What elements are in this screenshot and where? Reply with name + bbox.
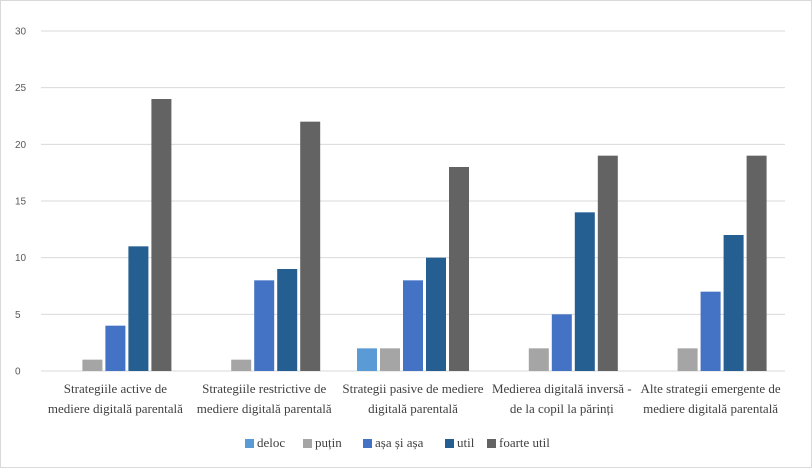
bar-3-3 [574, 212, 595, 371]
bar-1-0 [82, 359, 103, 371]
bar-2-3 [551, 314, 572, 371]
bar-3-0 [128, 246, 149, 371]
bar-4-4 [746, 155, 767, 371]
y-tick-label: 0 [15, 367, 21, 378]
category-label: de la copil la părinți [510, 401, 614, 416]
bar-3-1 [277, 269, 298, 371]
legend-swatch [445, 439, 454, 448]
legend-label: puțin [315, 435, 342, 450]
y-tick-label: 30 [15, 27, 27, 38]
bar-4-0 [151, 99, 172, 371]
bar-3-4 [723, 235, 744, 371]
bar-1-4 [677, 348, 698, 371]
legend-label: deloc [257, 435, 285, 450]
y-tick-label: 25 [15, 83, 27, 94]
legend-swatch [245, 439, 254, 448]
category-label: Strategiile active de [64, 381, 167, 396]
bar-4-1 [300, 121, 321, 372]
legend-swatch [363, 439, 372, 448]
bar-1-2 [380, 348, 400, 371]
category-label: Strategiile restrictive de [202, 381, 326, 396]
bar-0-2 [357, 348, 377, 371]
y-tick-label: 20 [15, 140, 27, 151]
y-tick-label: 5 [15, 310, 21, 321]
bar-2-0 [105, 325, 126, 371]
bar-2-4 [700, 291, 721, 371]
y-tick-label: 10 [15, 253, 27, 264]
legend-label: așa și așa [375, 435, 424, 450]
legend-swatch [303, 439, 312, 448]
category-label: digitală parentală [368, 401, 458, 416]
bar-1-3 [528, 348, 549, 371]
bar-3-2 [426, 257, 446, 371]
legend-label: util [457, 435, 475, 450]
bar-4-2 [449, 167, 469, 371]
legend-label: foarte util [499, 435, 550, 450]
category-label: mediere digitală parentală [643, 401, 778, 416]
y-tick-label: 15 [15, 197, 27, 208]
bar-2-1 [254, 280, 275, 371]
category-label: mediere digitală parentală [197, 401, 332, 416]
category-label: Strategii pasive de mediere [342, 381, 483, 396]
bar-1-1 [231, 359, 252, 371]
category-label: Medierea digitală inversă - [492, 381, 632, 396]
legend-swatch [487, 439, 496, 448]
bar-2-2 [403, 280, 423, 371]
bar-4-3 [597, 155, 618, 371]
category-label: Alte strategii emergente de [641, 381, 781, 396]
category-label: mediere digitală parentală [48, 401, 183, 416]
